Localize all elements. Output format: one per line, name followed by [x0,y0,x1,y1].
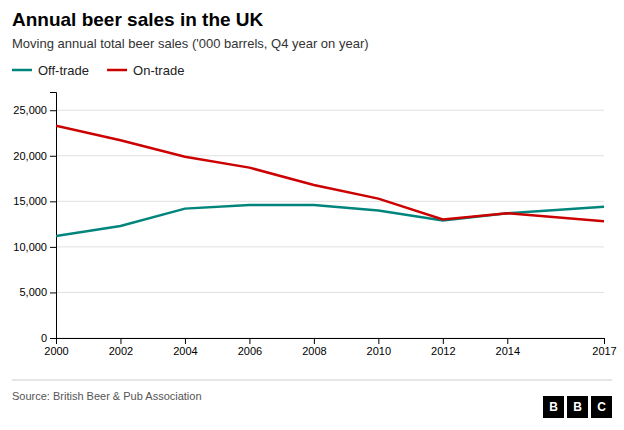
tick: 2014 [496,338,520,357]
tick-label: 2004 [173,345,197,357]
tick: 2000 [44,338,68,357]
tick-label: 0 [41,332,47,344]
tick: 20,000 [13,150,56,162]
logo-box [543,396,564,418]
line [56,205,604,236]
tick-label: 25,000 [13,104,47,116]
tick: 2008 [302,338,326,357]
tick: 2002 [109,338,133,357]
chart: Annual beer sales in the UK Moving annual… [0,0,624,430]
legend-item: Off-trade [12,63,89,78]
tick-mark [249,338,250,344]
logo-box [591,396,612,418]
tick-label: 2002 [109,345,133,357]
separator [12,380,612,381]
annotation: C [597,400,606,414]
plot: 05,00010,00015,00020,00025,0002000200220… [13,93,616,357]
annotation: B [549,400,558,414]
source: Source: British Beer & Pub Association [12,390,202,402]
tick-mark [50,156,56,157]
tick-mark [50,247,56,248]
tick: 2006 [238,338,262,357]
tick-mark [378,338,379,344]
tick-mark [50,338,56,339]
tick-label: 2014 [496,345,520,357]
legend: Off-trade On-trade [12,63,184,78]
tick-mark [507,338,508,344]
legend-swatch [107,69,127,72]
tick-mark [50,292,56,293]
tick-label: 2017 [592,345,616,357]
tick: 2017 [592,338,616,357]
tick-label: 10,000 [13,241,47,253]
tick-mark [50,110,56,111]
tick-label: 2000 [44,345,68,357]
line [56,126,604,222]
tick-label: 15,000 [13,195,47,207]
lines [56,126,604,236]
tick: 0 [41,332,56,344]
tick: 5,000 [19,286,56,298]
tick-mark [56,338,57,344]
tick: 25,000 [13,104,56,116]
legend-item: On-trade [107,63,184,78]
annotation: B [573,400,582,414]
tick-label: 2012 [431,345,455,357]
tick: 2004 [173,338,197,357]
axis-line [50,93,57,339]
x-axis: 2000 2002 2004 2006 2008 2010 2012 2014 2017 [44,338,616,357]
legend-label: Off-trade [38,63,89,78]
grid-line [56,155,604,156]
subtitle: Moving annual total beer sales ('000 bar… [12,36,369,51]
grid-line [56,110,604,111]
tick-mark [120,338,121,344]
tick: 2012 [431,338,455,357]
tick: 15,000 [13,195,56,207]
tick-label: 20,000 [13,150,47,162]
tick-mark [185,338,186,344]
logo-box [567,396,588,418]
tick-label: 2006 [238,345,262,357]
logo: BBC [543,396,612,418]
grid-line [56,246,604,247]
grid-line [56,292,604,293]
tick: 10,000 [13,241,56,253]
tick-mark [443,338,444,344]
title: Annual beer sales in the UK [12,9,264,30]
legend-label: On-trade [133,63,184,78]
grid-line [56,201,604,202]
tick-label: 2008 [302,345,326,357]
legend-swatch [12,69,32,72]
tick-mark [604,338,605,344]
y-axis: 0 5,000 10,000 15,000 20,000 25,000 [13,93,56,345]
tick: 2010 [367,338,391,357]
tick-label: 2010 [367,345,391,357]
axis-line [57,339,605,345]
tick-mark [314,338,315,344]
tick-mark [50,201,56,202]
grid [56,110,604,338]
tick-label: 5,000 [19,286,47,298]
